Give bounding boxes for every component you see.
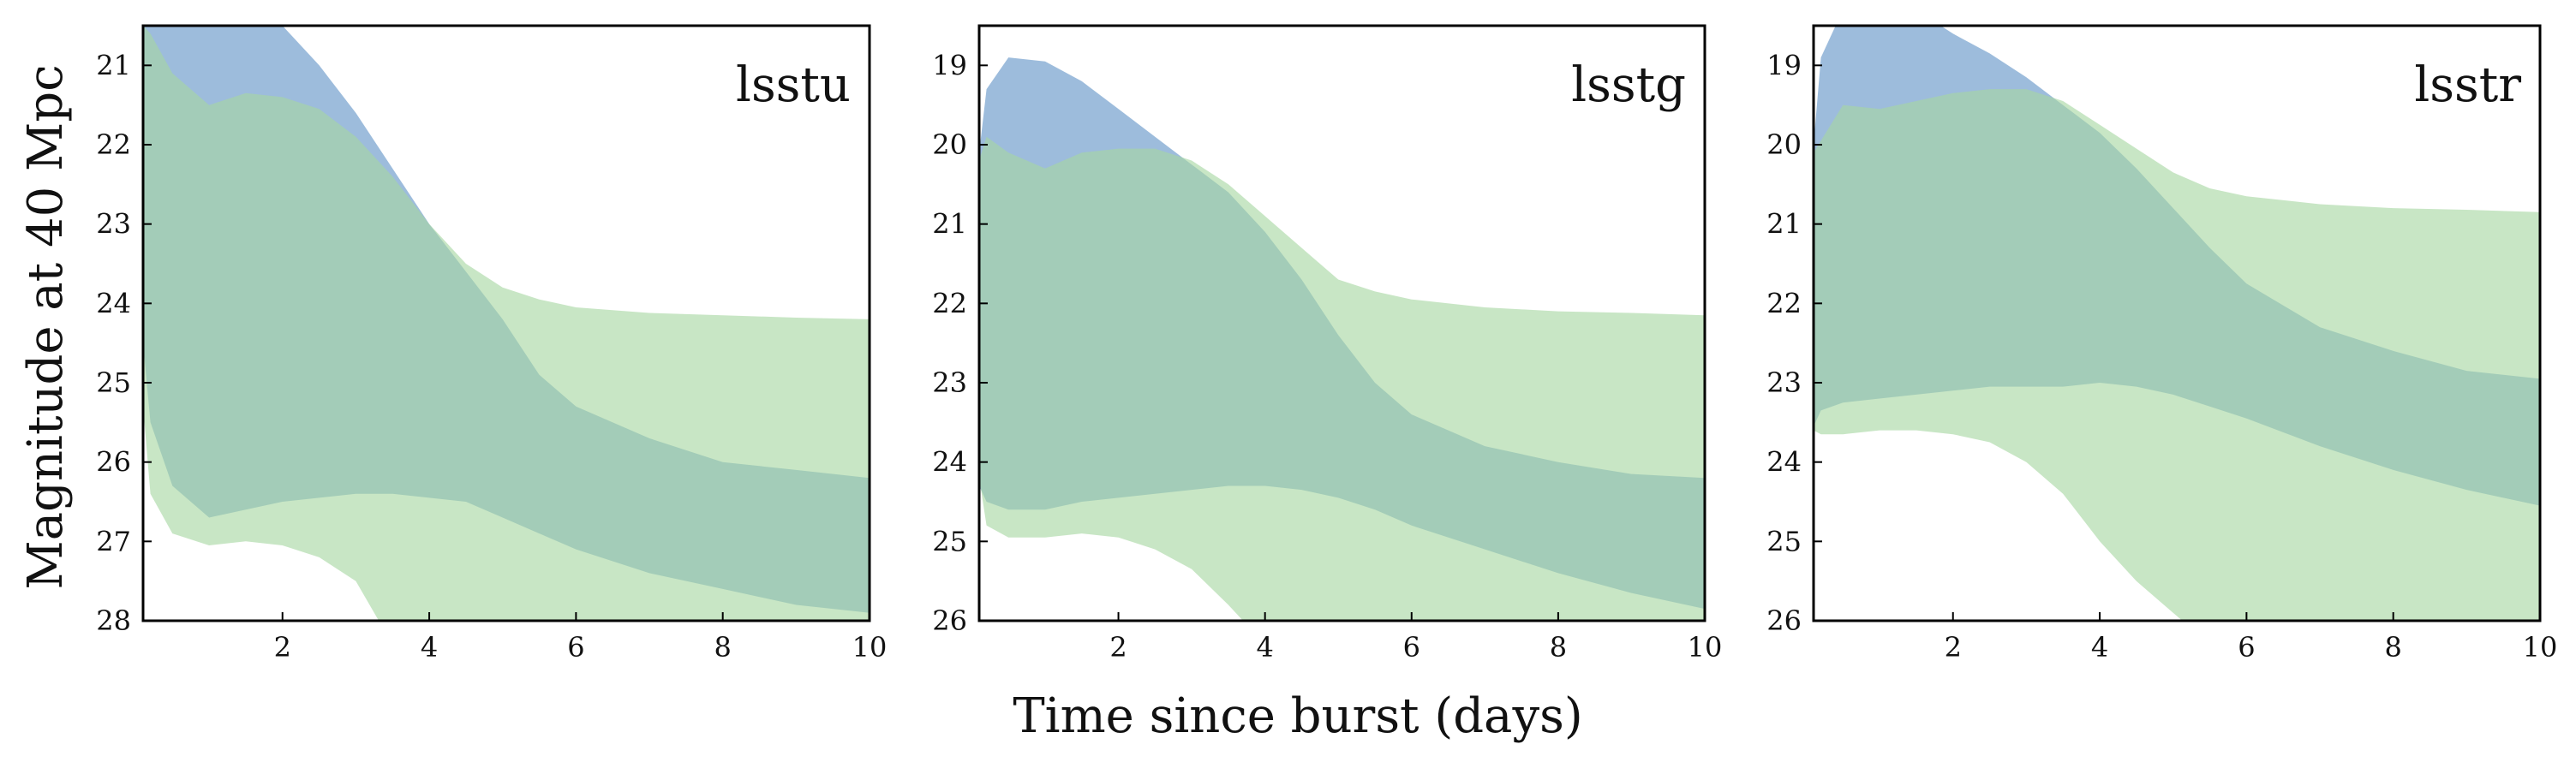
y-tick-label: 25: [932, 525, 967, 557]
y-tick-label: 24: [96, 287, 131, 319]
bands-lsstr: [1814, 26, 2540, 621]
x-axis-title: Time since burst (days): [1013, 688, 1582, 744]
y-tick-label: 23: [96, 208, 131, 241]
x-tick-label: 8: [1550, 631, 1567, 664]
x-tick-label: 10: [852, 631, 888, 664]
y-tick-label: 22: [932, 287, 967, 319]
x-tick-label: 2: [274, 631, 291, 664]
y-tick-label: 22: [96, 128, 131, 161]
x-tick-label: 2: [1109, 631, 1127, 664]
y-tick-label: 22: [1766, 287, 1802, 319]
y-tick-label: 21: [96, 49, 131, 81]
y-tick-label: 26: [932, 604, 967, 637]
y-tick-label: 26: [96, 446, 131, 479]
y-tick-label: 19: [932, 49, 967, 81]
y-tick-label: 27: [96, 525, 131, 557]
axes-frame-lsstg: [977, 24, 1706, 622]
x-tick-label: 4: [421, 631, 438, 664]
x-tick-label: 8: [2385, 631, 2402, 664]
band-lsstu-green: [143, 26, 870, 621]
panel-label-lsstg: lsstg: [1571, 57, 1686, 113]
band-lsstg-green: [979, 136, 1705, 621]
y-tick-label: 20: [1766, 128, 1802, 161]
y-tick-label: 25: [1766, 525, 1802, 557]
x-tick-label: 10: [2523, 631, 2558, 664]
x-tick-label: 8: [714, 631, 732, 664]
x-tick-label: 2: [1945, 631, 1962, 664]
x-tick-label: 4: [1256, 631, 1273, 664]
x-tick-label: 4: [2091, 631, 2108, 664]
x-tick-label: 6: [567, 631, 584, 664]
y-axis-title: Magnitude at 40 Mpc: [18, 64, 74, 589]
y-tick-label: 21: [932, 208, 967, 241]
panel-label-lsstu: lsstu: [736, 57, 851, 113]
axes-frame-lsstu: [141, 24, 871, 622]
x-tick-label: 6: [2238, 631, 2255, 664]
y-tick-label: 21: [1766, 208, 1802, 241]
bands-lsstg: [979, 57, 1705, 621]
y-tick-label: 19: [1766, 49, 1802, 81]
y-tick-label: 20: [932, 128, 967, 161]
bands-lsstu: [143, 26, 870, 621]
y-tick-label: 28: [96, 604, 131, 637]
axes-frame-lsstr: [1812, 24, 2542, 622]
panel-label-lsstr: lsstr: [2414, 57, 2521, 113]
y-tick-label: 24: [1766, 446, 1802, 479]
x-tick-label: 6: [1403, 631, 1420, 664]
y-tick-label: 25: [96, 366, 131, 399]
band-lsstr-green: [1814, 89, 2540, 621]
y-tick-label: 23: [1766, 366, 1802, 399]
y-tick-label: 23: [932, 366, 967, 399]
y-tick-label: 24: [932, 446, 967, 479]
y-tick-label: 26: [1766, 604, 1802, 637]
x-tick-label: 10: [1688, 631, 1723, 664]
